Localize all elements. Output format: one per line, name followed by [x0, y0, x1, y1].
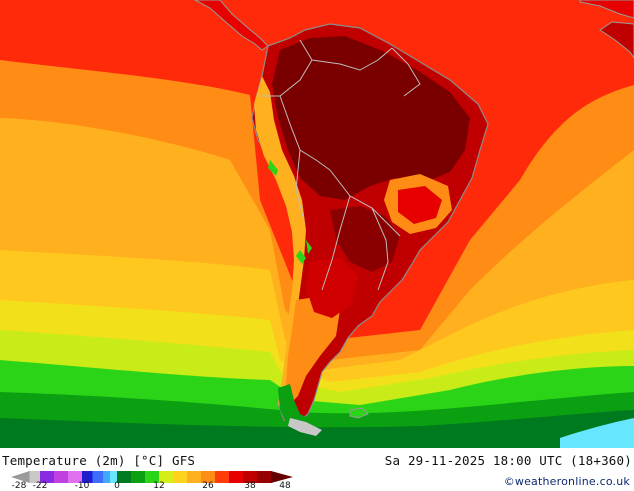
scale-tick-label: -28	[11, 481, 27, 491]
scale-swatch	[103, 471, 111, 483]
land-tierra-del-fuego-green	[278, 384, 312, 428]
land-brazil-highland-red	[398, 186, 442, 224]
map-footer: Temperature (2m) [°C] GFS Sa 29-11-2025 …	[0, 448, 634, 490]
scale-swatch	[82, 471, 93, 483]
land-caribbean-islands	[579, 0, 634, 19]
scale-swatch	[257, 471, 272, 483]
scale-swatch	[271, 471, 293, 483]
land-patagonia-red	[306, 258, 358, 318]
scale-swatch	[54, 471, 69, 483]
scale-tick-label: 48	[279, 481, 291, 491]
ocean-band-cyan	[560, 418, 634, 448]
scale-tick-label: -10	[74, 481, 90, 491]
temperature-map	[0, 0, 634, 448]
land-amazon-hot-core	[272, 36, 470, 200]
scale-swatch	[173, 471, 188, 483]
land-central-america	[194, 0, 269, 51]
scale-tick-label: 38	[244, 481, 256, 491]
map-title: Temperature (2m) [°C] GFS	[2, 453, 196, 468]
scale-swatch	[11, 471, 30, 483]
scale-swatch	[110, 471, 118, 483]
scale-swatch	[229, 471, 244, 483]
land-patagonia-orange	[286, 296, 340, 404]
scale-swatch	[117, 471, 132, 483]
scale-tick-label: 12	[153, 481, 165, 491]
scale-swatch	[243, 471, 258, 483]
scale-swatch	[145, 471, 160, 483]
country-borders	[262, 39, 421, 291]
scale-tick-label: -22	[32, 481, 48, 491]
color-scale	[11, 471, 293, 483]
scale-swatch	[159, 471, 174, 483]
scale-swatch	[92, 471, 104, 483]
scale-tick-label: 26	[202, 481, 214, 491]
land-andes-green	[268, 160, 312, 264]
credit-link[interactable]: ©weatheronline.co.uk	[503, 475, 630, 488]
land-falkland-islands	[349, 407, 369, 419]
color-scale-ticks: -28 -22 -10 0 12 26 38 48	[0, 481, 300, 491]
land-tierra-del-fuego-gray	[288, 418, 322, 436]
scale-swatch	[131, 471, 146, 483]
scale-swatch	[201, 471, 216, 483]
scale-swatch	[215, 471, 230, 483]
scale-tick-label: 0	[114, 481, 120, 491]
scale-swatch	[40, 471, 55, 483]
land-chaco-hot	[330, 206, 400, 272]
scale-swatch	[187, 471, 202, 483]
scale-swatch	[29, 471, 41, 483]
valid-time: Sa 29-11-2025 18:00 UTC (18+360)	[384, 453, 632, 468]
land-west-africa	[599, 21, 634, 59]
scale-swatch	[68, 471, 83, 483]
